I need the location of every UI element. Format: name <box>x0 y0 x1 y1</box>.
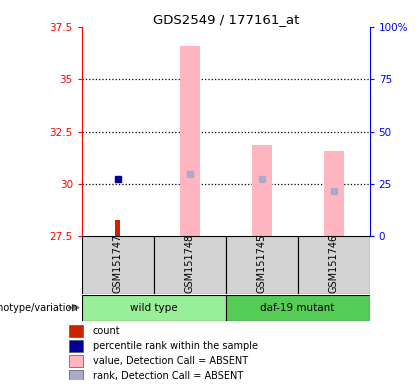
Bar <box>82 295 226 321</box>
Bar <box>69 325 84 337</box>
Text: count: count <box>93 326 121 336</box>
Bar <box>298 236 370 294</box>
Text: wild type: wild type <box>130 303 178 313</box>
Text: GSM151748: GSM151748 <box>185 234 195 293</box>
Bar <box>226 236 298 294</box>
Bar <box>116 220 121 236</box>
Text: GSM151745: GSM151745 <box>257 234 267 293</box>
Title: GDS2549 / 177161_at: GDS2549 / 177161_at <box>152 13 299 26</box>
Text: daf-19 mutant: daf-19 mutant <box>260 303 335 313</box>
Bar <box>69 370 84 382</box>
Bar <box>226 295 370 321</box>
Bar <box>154 236 226 294</box>
Bar <box>323 151 344 236</box>
Bar <box>82 236 154 294</box>
Text: GSM151746: GSM151746 <box>328 234 339 293</box>
Text: percentile rank within the sample: percentile rank within the sample <box>93 341 258 351</box>
Bar <box>252 145 272 236</box>
Bar <box>69 340 84 352</box>
Text: GSM151747: GSM151747 <box>113 234 123 293</box>
Bar <box>180 46 200 236</box>
Text: genotype/variation: genotype/variation <box>0 303 78 313</box>
Text: value, Detection Call = ABSENT: value, Detection Call = ABSENT <box>93 356 248 366</box>
Bar <box>69 355 84 367</box>
Text: rank, Detection Call = ABSENT: rank, Detection Call = ABSENT <box>93 371 243 381</box>
